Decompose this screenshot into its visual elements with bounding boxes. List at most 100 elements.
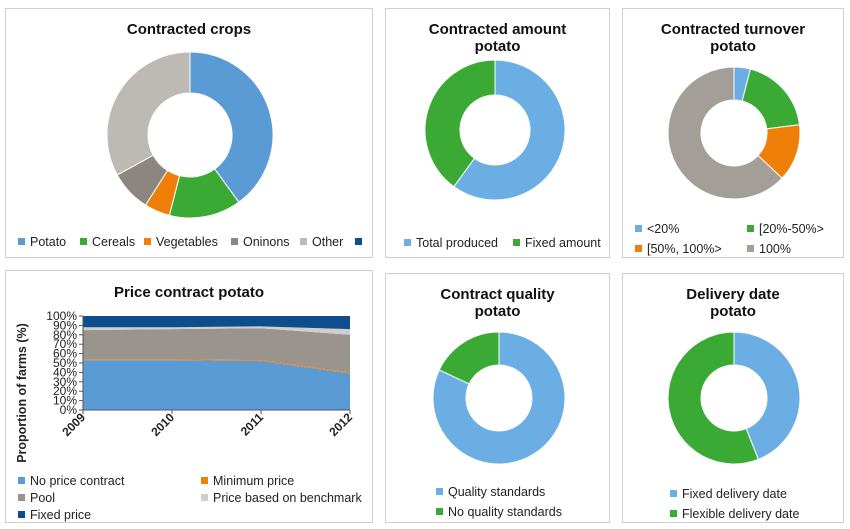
- legend-item: No price contract: [18, 474, 124, 488]
- y-tick-label: 20%: [53, 384, 77, 398]
- legend-swatch: [18, 511, 25, 518]
- legend-swatch: [231, 238, 238, 245]
- legend-label: No price contract: [30, 474, 125, 488]
- y-tick-label: 50%: [53, 356, 77, 370]
- legend-label: Fixed price: [30, 508, 92, 522]
- chart-title-line: potato: [474, 303, 521, 320]
- x-tick-label: 2012: [326, 410, 355, 439]
- legend-item: Oninons: [231, 235, 290, 249]
- donut-slice: [453, 59, 566, 201]
- legend-swatch: [355, 238, 362, 245]
- y-tick-label: 100%: [46, 309, 77, 323]
- legend-swatch: [18, 494, 25, 501]
- legend-label: Cereals: [92, 235, 136, 249]
- donut-slice: [667, 66, 783, 200]
- legend-swatch: [436, 488, 443, 495]
- legend-item: Minimum price: [201, 474, 294, 488]
- chart-title: Price contract potato: [113, 284, 265, 301]
- legend-label: [50%, 100%>: [647, 242, 722, 256]
- legend-swatch: [80, 238, 87, 245]
- chart-title-line: Delivery date: [686, 286, 780, 303]
- legend-label: Quality standards: [448, 485, 546, 499]
- legend-item: <20%: [635, 222, 679, 236]
- legend-item: [355, 235, 367, 249]
- legend-swatch: [201, 494, 208, 501]
- legend-item: Fixed delivery date: [670, 487, 787, 501]
- legend-label: Price based on benchmark: [213, 491, 362, 505]
- legend-label: 100%: [759, 242, 791, 256]
- legend-item: 100%: [747, 242, 791, 256]
- donut-slice: [733, 331, 801, 461]
- x-tick-label: 2011: [238, 410, 267, 439]
- area-series: [83, 326, 350, 335]
- legend-item: Price based on benchmark: [201, 491, 362, 505]
- donut-slice: [741, 68, 801, 130]
- legend-swatch: [513, 239, 520, 246]
- legend-label: Fixed amount: [525, 236, 601, 250]
- legend-swatch: [635, 225, 642, 232]
- y-tick-label: 40%: [53, 365, 77, 379]
- legend-label: Vegetables: [156, 235, 218, 249]
- legend-swatch: [144, 238, 151, 245]
- legend-label: No quality standards: [448, 505, 562, 519]
- contract-quality-donut: [432, 331, 566, 465]
- legend-label: Other: [312, 235, 344, 249]
- area-series: [83, 316, 350, 330]
- legend-swatch: [436, 508, 443, 515]
- legend-item: [50%, 100%>: [635, 242, 722, 256]
- x-tick-label: 2010: [148, 410, 177, 439]
- y-tick-label: 80%: [53, 328, 77, 342]
- legend-label: Oninons: [243, 235, 290, 249]
- legend-swatch: [18, 477, 25, 484]
- legend-item: Quality standards: [436, 485, 545, 499]
- y-axis-title: Proportion of farms (%): [15, 323, 29, 463]
- chart-title-line: potato: [710, 303, 756, 320]
- legend-label: Flexible delivery date: [682, 507, 800, 521]
- y-tick-label: 70%: [53, 337, 77, 351]
- area-series: [83, 360, 350, 410]
- donut-slice: [432, 331, 566, 465]
- legend-swatch: [747, 225, 754, 232]
- contracted-crops-panel: Contracted crops Potato Cereals Vegetabl…: [5, 8, 373, 258]
- price-contract-area-chart: 0%10%20%30%40%50%60%70%80%90%100%2009 201…: [15, 309, 355, 463]
- legend-label: Fixed delivery date: [682, 487, 787, 501]
- legend-swatch: [670, 510, 677, 517]
- chart-title-line: potato: [474, 38, 521, 55]
- legend-item: Other: [300, 235, 343, 249]
- legend-label: Potato: [30, 235, 67, 249]
- legend-item: Vegetables: [144, 235, 218, 249]
- y-tick-label: 60%: [53, 347, 77, 361]
- donut-slice: [189, 51, 274, 203]
- legend-label: Pool: [30, 491, 56, 505]
- legend-label: Minimum price: [213, 474, 295, 488]
- y-tick-label: 30%: [53, 375, 77, 389]
- legend-item: Fixed amount: [513, 236, 601, 250]
- delivery-date-donut: [667, 331, 801, 465]
- contract-quality-panel: Contract quality potato Quality standard…: [385, 273, 610, 523]
- chart-title: Contracted crops: [126, 21, 252, 38]
- legend-item: Pool: [18, 491, 55, 505]
- area-series: [83, 328, 350, 373]
- contracted-amount-donut: [424, 59, 566, 201]
- legend-swatch: [300, 238, 307, 245]
- legend-swatch: [18, 238, 25, 245]
- legend-label: Total produced: [416, 236, 499, 250]
- legend-item: No quality standards: [436, 505, 562, 519]
- donut-slice: [438, 331, 500, 385]
- delivery-date-panel: Delivery date potato Fixed delivery date…: [622, 273, 844, 523]
- legend-label: <20%: [647, 222, 680, 236]
- legend-item: [20%-50%>: [747, 222, 824, 236]
- y-tick-label: 90%: [53, 318, 77, 332]
- y-tick-label: 10%: [53, 394, 77, 408]
- legend-swatch: [635, 245, 642, 252]
- legend-swatch: [201, 477, 208, 484]
- y-tick-label: 0%: [60, 403, 78, 417]
- legend-item: Potato: [18, 235, 66, 249]
- legend-item: Cereals: [80, 235, 135, 249]
- chart-title-line: Contract quality: [440, 286, 555, 303]
- legend-item: Total produced: [404, 236, 498, 250]
- donut-slice: [424, 59, 496, 188]
- legend-item: Fixed price: [18, 508, 91, 522]
- legend-swatch: [747, 245, 754, 252]
- chart-title-line: potato: [710, 38, 756, 55]
